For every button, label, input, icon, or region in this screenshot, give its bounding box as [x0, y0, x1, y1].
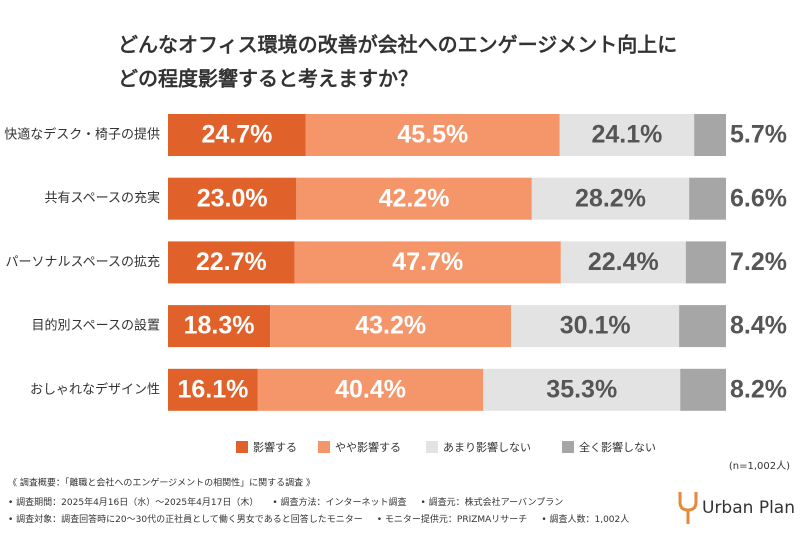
bar-segment — [483, 368, 681, 411]
data-label: 24.7% — [201, 121, 272, 149]
data-label: 47.7% — [392, 248, 463, 276]
data-label: 22.4% — [588, 248, 659, 276]
legend-swatch — [318, 441, 330, 453]
category-label: 快適なデスク・椅子の提供 — [4, 127, 160, 143]
bar-segment — [296, 177, 532, 220]
data-label: 35.3% — [546, 375, 617, 403]
bar-segment — [680, 368, 726, 411]
data-label: 8.2% — [730, 375, 787, 403]
data-label: 22.7% — [196, 248, 267, 276]
bar-segment — [168, 241, 295, 284]
bar-segment — [305, 114, 560, 156]
data-label: 30.1% — [560, 312, 631, 340]
bar-segment — [168, 368, 258, 411]
notes-item: • 調査期間：2025年4月16日（水）～2025年4月17日（木） — [8, 496, 258, 508]
bar-segment — [168, 177, 297, 220]
bar-segment — [694, 114, 726, 156]
data-label: 42.2% — [379, 184, 450, 212]
data-label: 18.3% — [184, 312, 255, 340]
legend-label: あまり影響しない — [443, 440, 531, 454]
data-label: 5.7% — [730, 121, 787, 149]
data-label: 45.5% — [397, 121, 468, 149]
legend-swatch — [562, 441, 574, 453]
notes-item: • 調査対象：調査回答時に20～30代の正社員として働く男女であると回答したモニ… — [8, 513, 363, 525]
bar-segment — [270, 305, 512, 348]
bar-segment — [511, 305, 680, 348]
data-label: 43.2% — [355, 312, 426, 340]
data-label: 23.0% — [197, 184, 268, 212]
data-label: 6.6% — [730, 184, 787, 212]
legend-swatch — [236, 441, 248, 453]
legend-swatch — [426, 441, 438, 453]
bar-segment — [560, 241, 686, 284]
category-label: 目的別スペースの設置 — [32, 318, 160, 334]
category-label: パーソナルスペースの拡充 — [6, 254, 160, 270]
sample-note: (n=1,002人) — [729, 460, 790, 472]
bar-segment — [168, 305, 271, 348]
bar-segment — [559, 114, 695, 156]
notes-item: • 調査方法：インターネット調査 — [272, 496, 406, 508]
data-label: 28.2% — [575, 184, 646, 212]
logo-text: Urban Plan — [702, 498, 795, 518]
data-label: 16.1% — [177, 375, 248, 403]
notes-item: • モニター提供元：PRIZMAリサーチ — [377, 513, 528, 525]
bar-segment — [685, 241, 726, 284]
logo: Urban Plan — [678, 492, 795, 524]
category-label: 共有スペースの充実 — [45, 190, 160, 206]
data-label: 8.4% — [730, 312, 787, 340]
bar-segment — [257, 368, 484, 411]
data-label: 40.4% — [335, 375, 406, 403]
legend-label: 全く影響しない — [579, 440, 656, 454]
category-label: おしゃれなデザイン性 — [30, 381, 160, 397]
legend-label: 影響する — [253, 440, 297, 454]
legend-label: やや影響する — [335, 440, 401, 454]
bar-segment — [294, 241, 561, 284]
bar-segment — [689, 177, 726, 220]
bar-segment — [168, 114, 306, 156]
notes-heading: 《 調査概要：「離職と会社へのエンゲージメントの相関性」に関する調査 》 — [8, 477, 315, 489]
notes-item: • 調査人数：1,002人 — [541, 513, 629, 525]
notes-item: • 調査元：株式会社アーバンプラン — [421, 496, 564, 508]
chart-title: どんなオフィス環境の改善が会社へのエンゲージメント向上に — [118, 33, 677, 57]
logo-icon — [678, 492, 698, 512]
data-label: 7.2% — [730, 248, 787, 276]
chart-title: どの程度影響すると考えますか？ — [118, 67, 418, 91]
bar-segment — [679, 305, 726, 348]
notes-line: • 調査期間：2025年4月16日（水）～2025年4月17日（木） • 調査方法… — [8, 496, 563, 508]
bar-segment — [531, 177, 690, 220]
data-label: 24.1% — [592, 121, 663, 149]
notes-line: • 調査対象：調査回答時に20～30代の正社員として働く男女であると回答したモニ… — [8, 513, 629, 525]
